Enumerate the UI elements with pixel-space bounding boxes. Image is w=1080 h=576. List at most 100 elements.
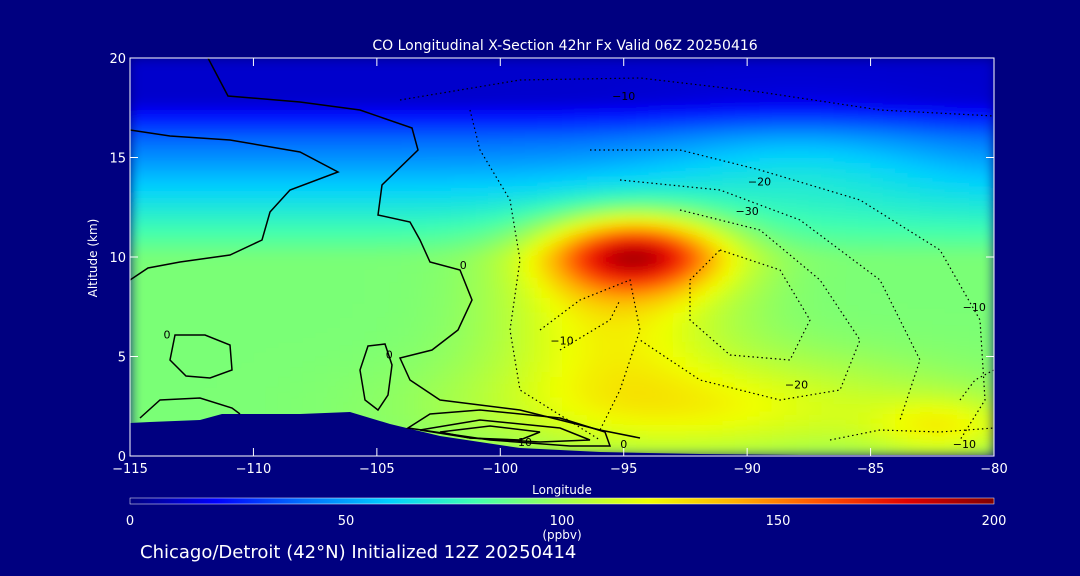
heat-cell [586, 162, 600, 169]
heat-cell [549, 341, 563, 348]
heat-cell [265, 187, 279, 194]
heat-cell [438, 132, 452, 139]
heat-cell [673, 291, 687, 298]
heat-cell [179, 58, 193, 64]
heat-cell [784, 356, 798, 363]
heat-cell [179, 281, 193, 288]
heat-cell [599, 237, 613, 243]
heat-cell [574, 411, 588, 417]
heat-cell [525, 112, 539, 119]
heat-cell [142, 376, 156, 383]
heat-cell [278, 361, 292, 368]
heat-cell [302, 391, 316, 398]
heat-cell [327, 207, 341, 214]
heat-cell [845, 257, 859, 263]
heat-cell [882, 107, 896, 114]
heat-cell [722, 351, 736, 358]
heat-cell [315, 341, 329, 348]
heat-cell [747, 291, 761, 298]
heat-cell [154, 237, 168, 243]
heat-cell [821, 67, 835, 74]
heat-cell [537, 152, 551, 159]
heat-cell [302, 197, 316, 204]
heat-cell [389, 87, 403, 94]
heat-cell [870, 122, 884, 129]
heat-cell [265, 182, 279, 189]
heat-cell [833, 232, 847, 238]
heat-cell [549, 237, 563, 243]
heat-cell [315, 132, 329, 139]
heat-cell [808, 107, 822, 114]
heat-cell [389, 63, 403, 69]
heat-cell [167, 376, 181, 383]
heat-cell [339, 257, 353, 263]
heat-cell [648, 361, 662, 368]
heat-cell [401, 257, 415, 263]
heat-cell [253, 147, 267, 154]
heat-cell [895, 286, 909, 293]
heat-cell [673, 411, 687, 417]
heat-cell [204, 286, 218, 293]
heat-cell [821, 421, 835, 427]
heat-cell [475, 157, 489, 164]
heat-cell [339, 406, 353, 413]
heat-cell [525, 271, 539, 278]
heat-cell [130, 386, 144, 393]
heat-cell [870, 267, 884, 273]
heat-cell [339, 172, 353, 179]
heat-cell [623, 122, 637, 129]
heat-cell [673, 157, 687, 164]
heat-cell [364, 182, 378, 189]
heat-cell [364, 346, 378, 353]
heat-cell [241, 147, 255, 154]
heat-cell [611, 58, 625, 64]
heat-cell [685, 331, 699, 338]
heat-cell [611, 207, 625, 214]
heat-cell [130, 401, 144, 408]
heat-cell [759, 107, 773, 114]
heat-cell [537, 371, 551, 378]
heat-cell [599, 267, 613, 273]
heat-cell [339, 391, 353, 398]
heat-cell [475, 296, 489, 303]
heat-cell [352, 87, 366, 94]
heat-cell [450, 346, 464, 353]
heat-cell [586, 301, 600, 308]
heat-cell [808, 386, 822, 393]
heat-cell [204, 182, 218, 189]
heat-cell [401, 227, 415, 233]
heat-cell [364, 291, 378, 298]
heat-cell [710, 267, 724, 273]
heat-cell [352, 381, 366, 388]
heat-cell [734, 77, 748, 84]
heat-cell [376, 386, 390, 393]
heat-cell [302, 132, 316, 139]
heat-cell [463, 63, 477, 69]
heat-cell [808, 306, 822, 313]
heat-cell [685, 421, 699, 427]
heat-cell [487, 366, 501, 373]
heat-cell [253, 187, 267, 194]
heat-cell [339, 331, 353, 338]
heat-cell [648, 217, 662, 223]
heat-cell [845, 311, 859, 318]
heat-cell [882, 112, 896, 119]
heat-cell [882, 281, 896, 288]
heat-cell [648, 396, 662, 403]
heat-cell [636, 132, 650, 139]
heat-cell [722, 262, 736, 268]
heat-cell [549, 232, 563, 238]
heat-cell [710, 217, 724, 223]
heat-cell [253, 58, 267, 64]
heat-cell [253, 107, 267, 114]
heat-cell [759, 252, 773, 258]
heat-cell [636, 351, 650, 358]
heat-cell [549, 371, 563, 378]
heat-cell [611, 97, 625, 104]
heat-cell [623, 286, 637, 293]
heat-cell [562, 276, 576, 283]
heat-cell [648, 391, 662, 398]
heat-cell [179, 137, 193, 144]
heat-cell [253, 67, 267, 74]
heat-cell [870, 346, 884, 353]
